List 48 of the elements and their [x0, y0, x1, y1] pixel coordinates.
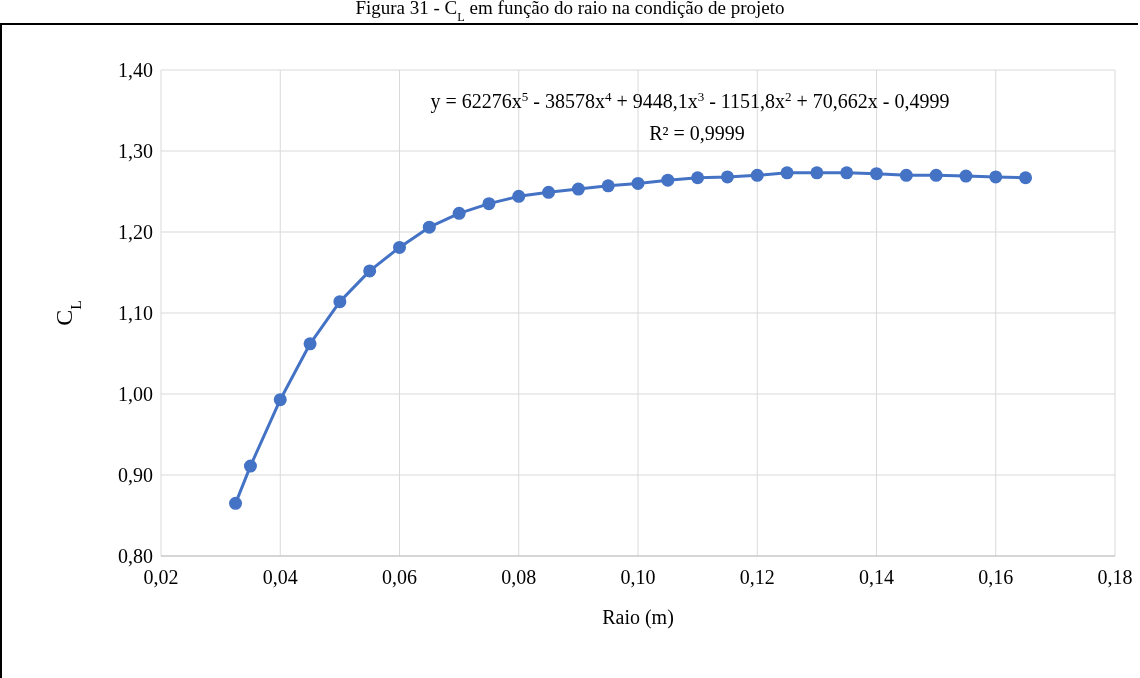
x-tick-label: 0,18	[1097, 566, 1133, 588]
point	[333, 295, 347, 309]
x-tick-label: 0,16	[978, 566, 1014, 588]
point	[303, 337, 317, 351]
point	[571, 182, 585, 196]
point	[870, 167, 883, 181]
text: y = 62276x$^{5}$ - 38578x$^{4}$ + 9448,1x$^{3}$ - 1151,8x$^{2}$ + 70,662x - 0,4999	[430, 88, 950, 112]
point	[929, 168, 943, 182]
point	[959, 169, 973, 183]
point	[631, 176, 645, 190]
x-tick-label: 0,08	[501, 566, 537, 588]
point	[750, 168, 764, 182]
x-tick-label: 0,06	[382, 566, 417, 588]
point	[452, 206, 466, 220]
x-tick-label: 0,14	[859, 566, 894, 588]
point	[229, 496, 243, 510]
point	[243, 459, 257, 473]
point	[393, 240, 406, 254]
x-tick-label: 0,04	[262, 566, 298, 588]
point	[840, 166, 854, 180]
y-tick-label: 1,20	[118, 221, 153, 243]
point	[780, 166, 794, 180]
x-tick-label: 0,10	[620, 566, 656, 588]
y-tick-label: 1,10	[118, 302, 153, 324]
annotation: R² = 0,9999	[649, 122, 745, 144]
point	[989, 170, 1003, 184]
y-tick-label: 1,00	[118, 383, 153, 405]
point	[810, 166, 824, 180]
chart-title: Figura 31 - C$_{L}$ em função do raio na condição de projeto	[355, 0, 785, 24]
point	[601, 179, 615, 193]
point	[273, 393, 287, 407]
point	[899, 168, 913, 182]
point	[542, 185, 556, 199]
y-tick-label: 0,80	[118, 545, 153, 567]
point	[512, 189, 526, 203]
point	[363, 264, 377, 278]
point	[482, 197, 496, 211]
point	[691, 171, 705, 185]
point	[661, 173, 675, 187]
y-tick-label: 1,30	[118, 140, 153, 162]
x-tick-label: 0,12	[739, 566, 775, 588]
point	[720, 170, 734, 184]
y-tick-label: 0,90	[118, 464, 153, 486]
x-tick-label: 0,02	[143, 566, 179, 588]
y-tick-label: 1,40	[118, 59, 153, 81]
x-axis-title: Raio (m)	[602, 606, 674, 629]
point	[422, 220, 436, 234]
point	[1019, 171, 1033, 185]
